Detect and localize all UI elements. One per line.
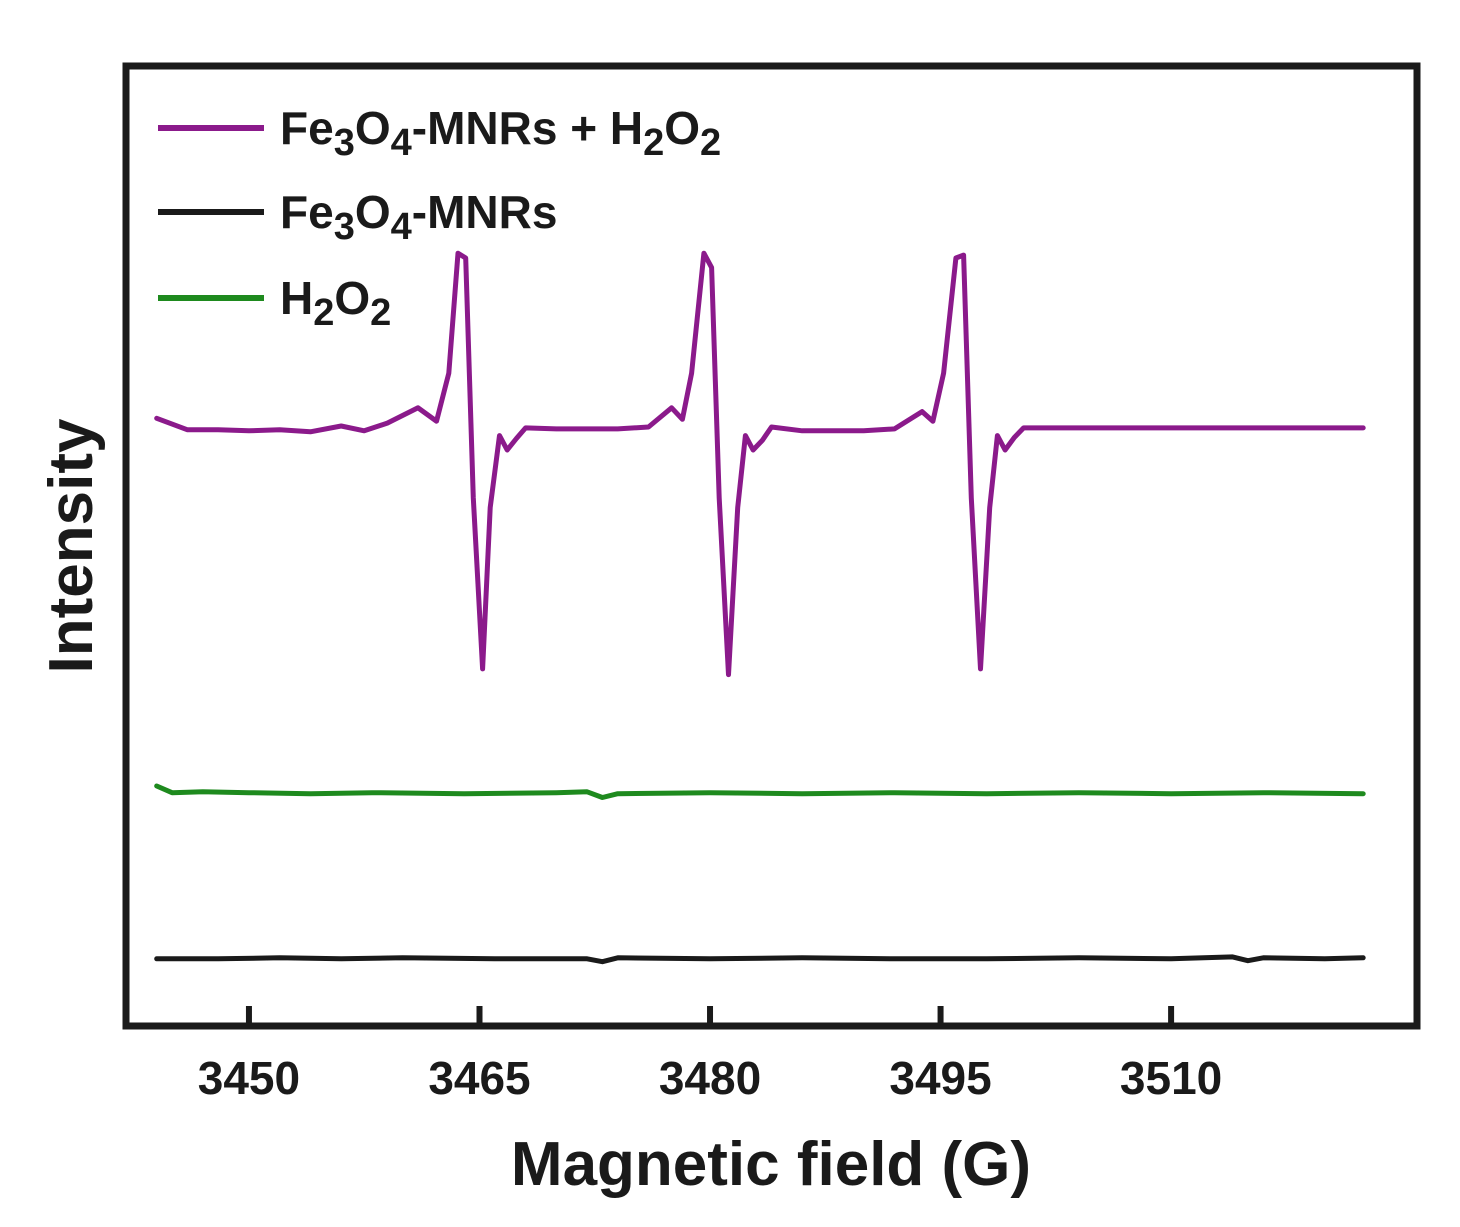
x-tick-label: 3465 [428,1052,530,1104]
series-line-2 [154,783,1366,800]
x-tick-label: 3495 [889,1052,991,1104]
legend-label-2: H2O2 [280,272,391,334]
series-line-0 [154,250,1366,678]
legend-label-1: Fe3O4-MNRs [280,186,557,248]
x-tick-label: 3510 [1120,1052,1222,1104]
plot-frame [122,62,1421,1030]
x-axis-ticks: 3450 3465 3480 3495 3510 [198,1006,1222,1104]
x-tick-label: 3480 [659,1052,761,1104]
y-axis-title: Intensity [37,418,106,673]
series-line-1 [154,954,1366,965]
legend: Fe3O4-MNRs + H2O2 Fe3O4-MNRs H2O2 [158,102,721,334]
series-layer [154,250,1366,965]
x-axis-title: Magnetic field (G) [511,1130,1031,1199]
legend-label-0: Fe3O4-MNRs + H2O2 [280,102,721,164]
x-tick-label: 3450 [198,1052,300,1104]
